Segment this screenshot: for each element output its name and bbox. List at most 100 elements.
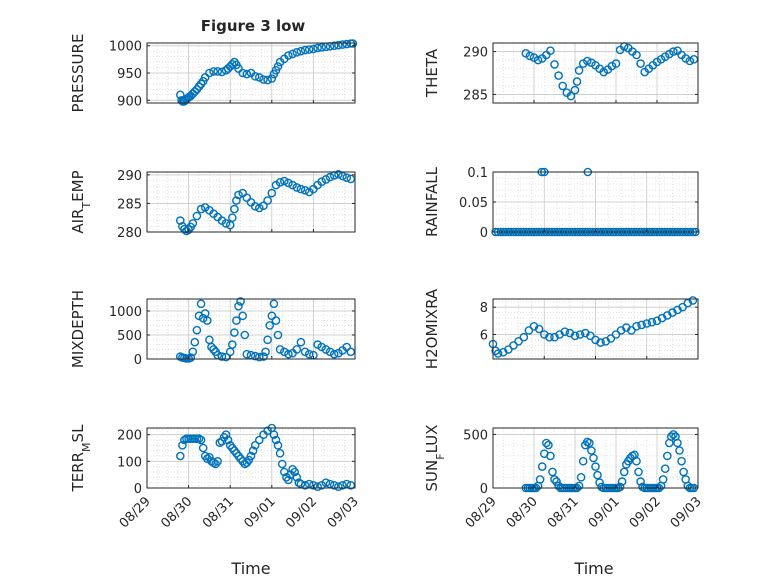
data-point <box>636 59 645 68</box>
data-point <box>238 68 247 78</box>
data-point <box>209 458 218 468</box>
data-point <box>342 39 352 49</box>
data-point <box>300 45 310 55</box>
data-point <box>554 71 563 80</box>
x-tick-label: 09/03 <box>325 494 362 531</box>
data-point <box>292 345 302 354</box>
data-point <box>284 51 293 60</box>
y-tick-label: 0.05 <box>459 196 488 211</box>
data-point <box>236 297 245 306</box>
data-point <box>275 345 285 354</box>
data-series <box>175 297 356 363</box>
data-point <box>669 47 678 56</box>
data-point <box>259 75 268 84</box>
y-axis-label: TERRMSL <box>69 424 93 493</box>
data-point <box>288 180 297 190</box>
x-tick-label: 09/02 <box>283 494 320 531</box>
data-point <box>560 327 570 337</box>
data-point <box>175 451 185 461</box>
data-point <box>242 349 252 359</box>
data-point <box>192 211 202 221</box>
y-tick-label: 290 <box>117 169 142 184</box>
y-tick-label: 285 <box>117 197 142 212</box>
data-point <box>196 435 206 445</box>
data-point <box>542 438 551 448</box>
data-point <box>236 454 245 464</box>
data-point <box>647 317 657 327</box>
data-point <box>583 56 592 66</box>
data-point <box>296 184 306 194</box>
data-point <box>578 456 588 466</box>
data-point <box>313 482 322 492</box>
data-point <box>277 459 287 469</box>
data-point <box>279 176 289 186</box>
data-point <box>663 451 672 461</box>
data-point <box>254 352 264 362</box>
data-point <box>267 74 277 83</box>
data-series <box>488 296 698 358</box>
y-axis-label: SUNFLUX <box>423 425 447 492</box>
y-tick-label: 0 <box>134 353 142 368</box>
data-point <box>346 174 356 184</box>
data-point <box>678 302 687 312</box>
data-point <box>566 91 576 101</box>
data-point <box>548 467 557 477</box>
data-point <box>263 335 272 345</box>
data-point <box>296 337 306 347</box>
data-point <box>304 349 314 359</box>
data-point <box>637 320 646 330</box>
data-point <box>248 446 258 456</box>
data-point <box>292 48 302 57</box>
data-point <box>304 45 314 54</box>
x-tick-label: 09/02 <box>627 494 664 531</box>
data-point <box>677 456 686 466</box>
data-point <box>546 451 555 461</box>
data-point <box>273 330 283 340</box>
data-point <box>271 316 281 325</box>
data-point <box>296 46 306 56</box>
data-point <box>338 40 347 49</box>
axes-box <box>146 171 356 233</box>
data-point <box>346 480 356 490</box>
data-point <box>250 351 260 361</box>
data-series <box>175 423 356 492</box>
data-point <box>269 299 279 309</box>
y-axis-label: AIRTEMP <box>69 170 93 233</box>
data-point <box>250 72 260 81</box>
data-point <box>230 204 239 214</box>
data-point <box>545 332 554 342</box>
data-point <box>254 435 264 445</box>
y-axis-label: H2OMIXRA <box>423 288 441 369</box>
data-point <box>491 346 500 356</box>
data-point <box>269 430 279 440</box>
data-point <box>325 172 335 182</box>
data-point <box>688 296 698 305</box>
data-point <box>300 185 310 195</box>
data-point <box>572 77 582 86</box>
data-point <box>267 188 277 198</box>
axes-box <box>146 427 356 489</box>
data-point <box>221 352 231 362</box>
data-point <box>259 352 268 361</box>
y-tick-label: 200 <box>117 429 142 444</box>
data-point <box>325 347 335 357</box>
x-tick-label: 09/01 <box>586 494 623 531</box>
data-point <box>186 353 195 362</box>
data-point <box>196 204 206 214</box>
data-point <box>288 49 297 59</box>
data-point <box>202 454 212 464</box>
data-point <box>242 69 252 79</box>
chart-title: Figure 3 low <box>201 17 306 35</box>
axes-box <box>146 298 356 360</box>
data-point <box>575 330 585 339</box>
x-tick-label: 08/30 <box>158 494 195 531</box>
data-point <box>238 311 247 321</box>
data-point <box>611 330 621 339</box>
data-point <box>267 311 277 321</box>
x-tick-label: 09/01 <box>242 494 279 531</box>
subplot-8: 0 500 08/29 08/30 08/31 09/01 09/02 09/03 SUNFLU… <box>423 425 705 532</box>
data-point <box>321 175 331 184</box>
data-point <box>292 472 302 482</box>
